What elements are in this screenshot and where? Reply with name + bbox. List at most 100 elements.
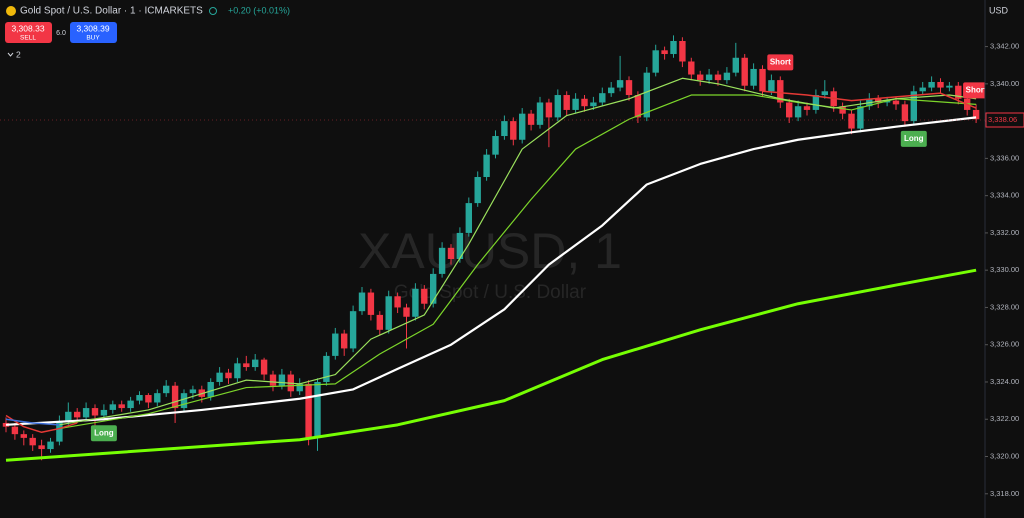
buy-price: 3,308.39 [76,23,109,33]
candle-body [403,307,410,317]
candle-body [679,40,686,62]
candle-body [100,409,108,416]
candle-body [91,408,99,416]
candle-body [759,68,766,92]
axis-background [985,0,1024,518]
buy-button[interactable] [70,22,117,43]
candle-body [919,87,926,92]
candle-body [358,292,366,312]
signal-badge [900,130,927,147]
symbol-icon [6,6,16,16]
candle-body [314,381,321,438]
candle-body [341,333,348,349]
moving-average [5,90,977,434]
candle-body [349,311,357,349]
candle-body [554,95,561,118]
candle-body [216,372,223,382]
y-tick-label: 3,324.00 [990,377,1019,386]
candle-body [750,68,757,86]
candle-body [616,80,624,88]
candle-body [786,102,793,118]
symbol: Gold Spot / U.S. Dollar · 1 · ICMARKETS [20,6,203,17]
candle-body [385,296,392,330]
candle-body [794,106,802,118]
candle-body [189,389,197,394]
candle-body [910,91,917,122]
candle-body [705,74,713,81]
signal-badge [90,425,117,442]
collapse-icon[interactable] [7,52,14,57]
candle-body [643,72,650,118]
candle-body [928,81,935,88]
candle-body [180,393,188,409]
y-tick-label: 3,328.00 [990,302,1019,311]
candle-body [474,177,481,204]
candle-body [839,106,846,114]
currency[interactable]: USD [989,5,1009,15]
spread: 6.0 [56,30,66,37]
candle-body [741,57,748,86]
candle-body [171,385,179,409]
candle-body [118,404,125,409]
header: Gold Spot / U.S. Dollar · 1 · ICMARKETS … [5,5,290,59]
candle-body [269,374,277,386]
candle-body [723,72,731,81]
candle-body [972,109,980,120]
change: +0.20 (+0.01%) [228,5,290,15]
candle-body [332,333,339,356]
moving-average [5,116,977,426]
y-tick-label: 3,336.00 [990,153,1019,162]
moving-average [5,418,60,426]
candle-body [714,74,722,81]
candle-body [296,383,303,392]
candle-body [456,232,464,259]
candle-body [225,372,232,379]
candle-body [38,445,45,450]
status-dot [209,7,217,15]
y-tick-label: 3,332.00 [990,228,1019,237]
candle-body [367,292,375,315]
candle-body [145,395,152,403]
candle-body [590,102,597,107]
sell-button[interactable] [5,22,52,43]
candle-body [465,203,472,233]
y-tick-label: 3,322.00 [990,414,1019,423]
candle-body [875,98,882,103]
candle-body [892,100,900,105]
signal-label: Short [770,58,791,67]
signal-badge [963,82,990,99]
candle-body [527,113,535,125]
indicators-count[interactable]: 2 [16,49,21,59]
y-tick-label: 3,334.00 [990,191,1019,200]
last-price-box [985,112,1024,128]
buy-label: BUY [86,35,100,42]
candle-body [74,411,81,418]
signal-label: Long [904,134,924,143]
candle-body [20,434,27,438]
y-tick-label: 3,318.00 [990,489,1019,498]
price-axis: USD 3,318.00 3,320.00 3,322.00 3,324.00 3,32… [984,0,1024,518]
candle-body [572,98,579,110]
candle-body [438,247,446,274]
candle-body [234,363,241,379]
candle-body [937,81,944,88]
candle-body [732,57,739,73]
sell-label: SELL [20,35,36,42]
signal-label: Short [966,85,987,94]
candle-body [812,95,820,110]
candle-body [109,404,116,410]
candle-body [661,50,668,55]
candle-body [625,80,633,96]
candle-body [305,383,312,438]
candle-body [946,85,953,88]
candle-body [634,95,642,118]
watermark: XAUUSD, 1 [358,223,622,279]
candle-body [29,437,36,446]
candle-body [323,355,330,382]
candle-body [519,113,526,140]
candle-body [154,393,161,403]
candle-body [82,408,90,418]
signal-badge [767,54,794,71]
